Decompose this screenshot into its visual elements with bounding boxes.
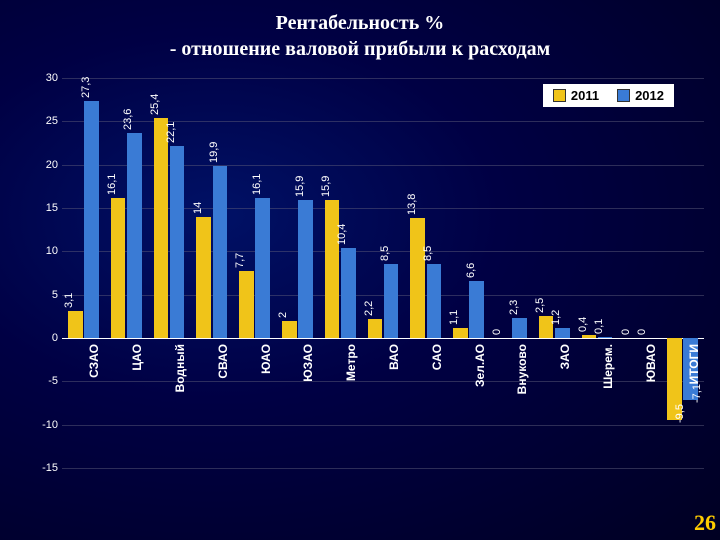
y-tick-label: -5 bbox=[36, 375, 58, 387]
y-tick-label: -15 bbox=[36, 462, 58, 474]
category-label: Водный bbox=[173, 344, 187, 392]
y-tick-label: 20 bbox=[36, 159, 58, 171]
bar-value-label: 16,1 bbox=[251, 174, 263, 195]
slide-number: 26 bbox=[694, 510, 716, 536]
category-label: ИТОГИ bbox=[687, 344, 701, 384]
bar: 13,8 bbox=[410, 218, 425, 338]
bar-value-label: 0 bbox=[636, 329, 648, 335]
bar-value-label: 15,9 bbox=[320, 176, 332, 197]
bar-value-label: 19,9 bbox=[208, 141, 220, 162]
bar-value-label: 7,7 bbox=[234, 253, 246, 268]
bar-value-label: -7,1 bbox=[691, 384, 703, 403]
bar: 15,9 bbox=[325, 200, 340, 338]
bar: 8,5 bbox=[427, 264, 442, 338]
bar: 23,6 bbox=[127, 133, 142, 338]
bar-value-label: 8,5 bbox=[379, 246, 391, 261]
category-label: ЗАО bbox=[558, 344, 572, 369]
gridline bbox=[62, 468, 704, 469]
bar: 25,4 bbox=[154, 118, 169, 338]
bar-value-label: 10,4 bbox=[336, 223, 348, 244]
category-label: ВАО bbox=[387, 344, 401, 370]
bar-value-label: 22,1 bbox=[165, 122, 177, 143]
bar-value-label: 13,8 bbox=[406, 194, 418, 215]
bar-value-label: 2 bbox=[277, 312, 289, 318]
chart-area: 2011 2012 -15-10-50510152025303,127,316,… bbox=[36, 78, 704, 498]
bar-value-label: 0,4 bbox=[577, 316, 589, 331]
bar: 1,1 bbox=[453, 328, 468, 338]
bar: 2,2 bbox=[368, 319, 383, 338]
category-label: СЗАО bbox=[87, 344, 101, 378]
bar-value-label: 1,2 bbox=[550, 309, 562, 324]
bar-value-label: 14 bbox=[192, 201, 204, 213]
y-tick-label: 25 bbox=[36, 115, 58, 127]
y-tick-label: 5 bbox=[36, 289, 58, 301]
title-line-1: Рентабельность % bbox=[276, 12, 445, 34]
positive-bars-area: 3,127,316,123,625,422,11419,97,716,1215,… bbox=[62, 78, 704, 338]
y-tick-label: 0 bbox=[36, 332, 58, 344]
bar-value-label: 23,6 bbox=[122, 109, 134, 130]
bar: 1,2 bbox=[555, 328, 570, 338]
y-tick-label: 10 bbox=[36, 245, 58, 257]
bar-value-label: 3,1 bbox=[63, 293, 75, 308]
y-tick-label: 30 bbox=[36, 72, 58, 84]
bar-value-label: 2,3 bbox=[508, 300, 520, 315]
bar: 16,1 bbox=[111, 198, 126, 338]
bar: 6,6 bbox=[469, 281, 484, 338]
y-tick-label: 15 bbox=[36, 202, 58, 214]
plot-area: 2011 2012 -15-10-50510152025303,127,316,… bbox=[62, 78, 704, 468]
title-line-2: - отношение валовой прибыли к расходам bbox=[170, 38, 551, 60]
bar: 8,5 bbox=[384, 264, 399, 338]
bar-value-label: 1,1 bbox=[448, 310, 460, 325]
bar-value-label: 25,4 bbox=[149, 93, 161, 114]
category-label: ЮАО bbox=[259, 344, 273, 374]
bar-value-label: 0,1 bbox=[593, 319, 605, 334]
bar-value-label: 15,9 bbox=[294, 176, 306, 197]
category-label: Зел.АО bbox=[473, 344, 487, 387]
bar: 14 bbox=[196, 217, 211, 338]
bar: 7,7 bbox=[239, 271, 254, 338]
bar: 15,9 bbox=[298, 200, 313, 338]
category-label: САО bbox=[430, 344, 444, 370]
chart-title: Рентабельность % - отношение валовой при… bbox=[0, 0, 720, 62]
bar: 22,1 bbox=[170, 146, 185, 338]
bar: 16,1 bbox=[255, 198, 270, 338]
category-label: ЮВАО bbox=[644, 344, 658, 382]
bar: 27,3 bbox=[84, 101, 99, 338]
bar-value-label: 0 bbox=[491, 329, 503, 335]
bar-value-label: 6,6 bbox=[465, 263, 477, 278]
bar-value-label: 27,3 bbox=[80, 77, 92, 98]
bar-value-label: 2,5 bbox=[534, 298, 546, 313]
bar: 2,3 bbox=[512, 318, 527, 338]
category-label: ЦАО bbox=[130, 344, 144, 371]
bar: 19,9 bbox=[213, 166, 228, 338]
category-label: Внуково bbox=[515, 344, 529, 394]
y-tick-label: -10 bbox=[36, 419, 58, 431]
bar: -9,5 bbox=[667, 338, 682, 420]
bar-value-label: 2,2 bbox=[363, 301, 375, 316]
category-label: Метро bbox=[344, 344, 358, 381]
bar-value-label: -9,5 bbox=[674, 404, 686, 423]
bar: 10,4 bbox=[341, 248, 356, 338]
bar-value-label: 16,1 bbox=[106, 174, 118, 195]
bar: 3,1 bbox=[68, 311, 83, 338]
category-label: ЮЗАО bbox=[301, 344, 315, 382]
category-label: СВАО bbox=[216, 344, 230, 379]
bar-value-label: 8,5 bbox=[422, 246, 434, 261]
bar-value-label: 0 bbox=[620, 329, 632, 335]
bar: 2 bbox=[282, 321, 297, 338]
category-label: Шерем. bbox=[601, 344, 615, 389]
